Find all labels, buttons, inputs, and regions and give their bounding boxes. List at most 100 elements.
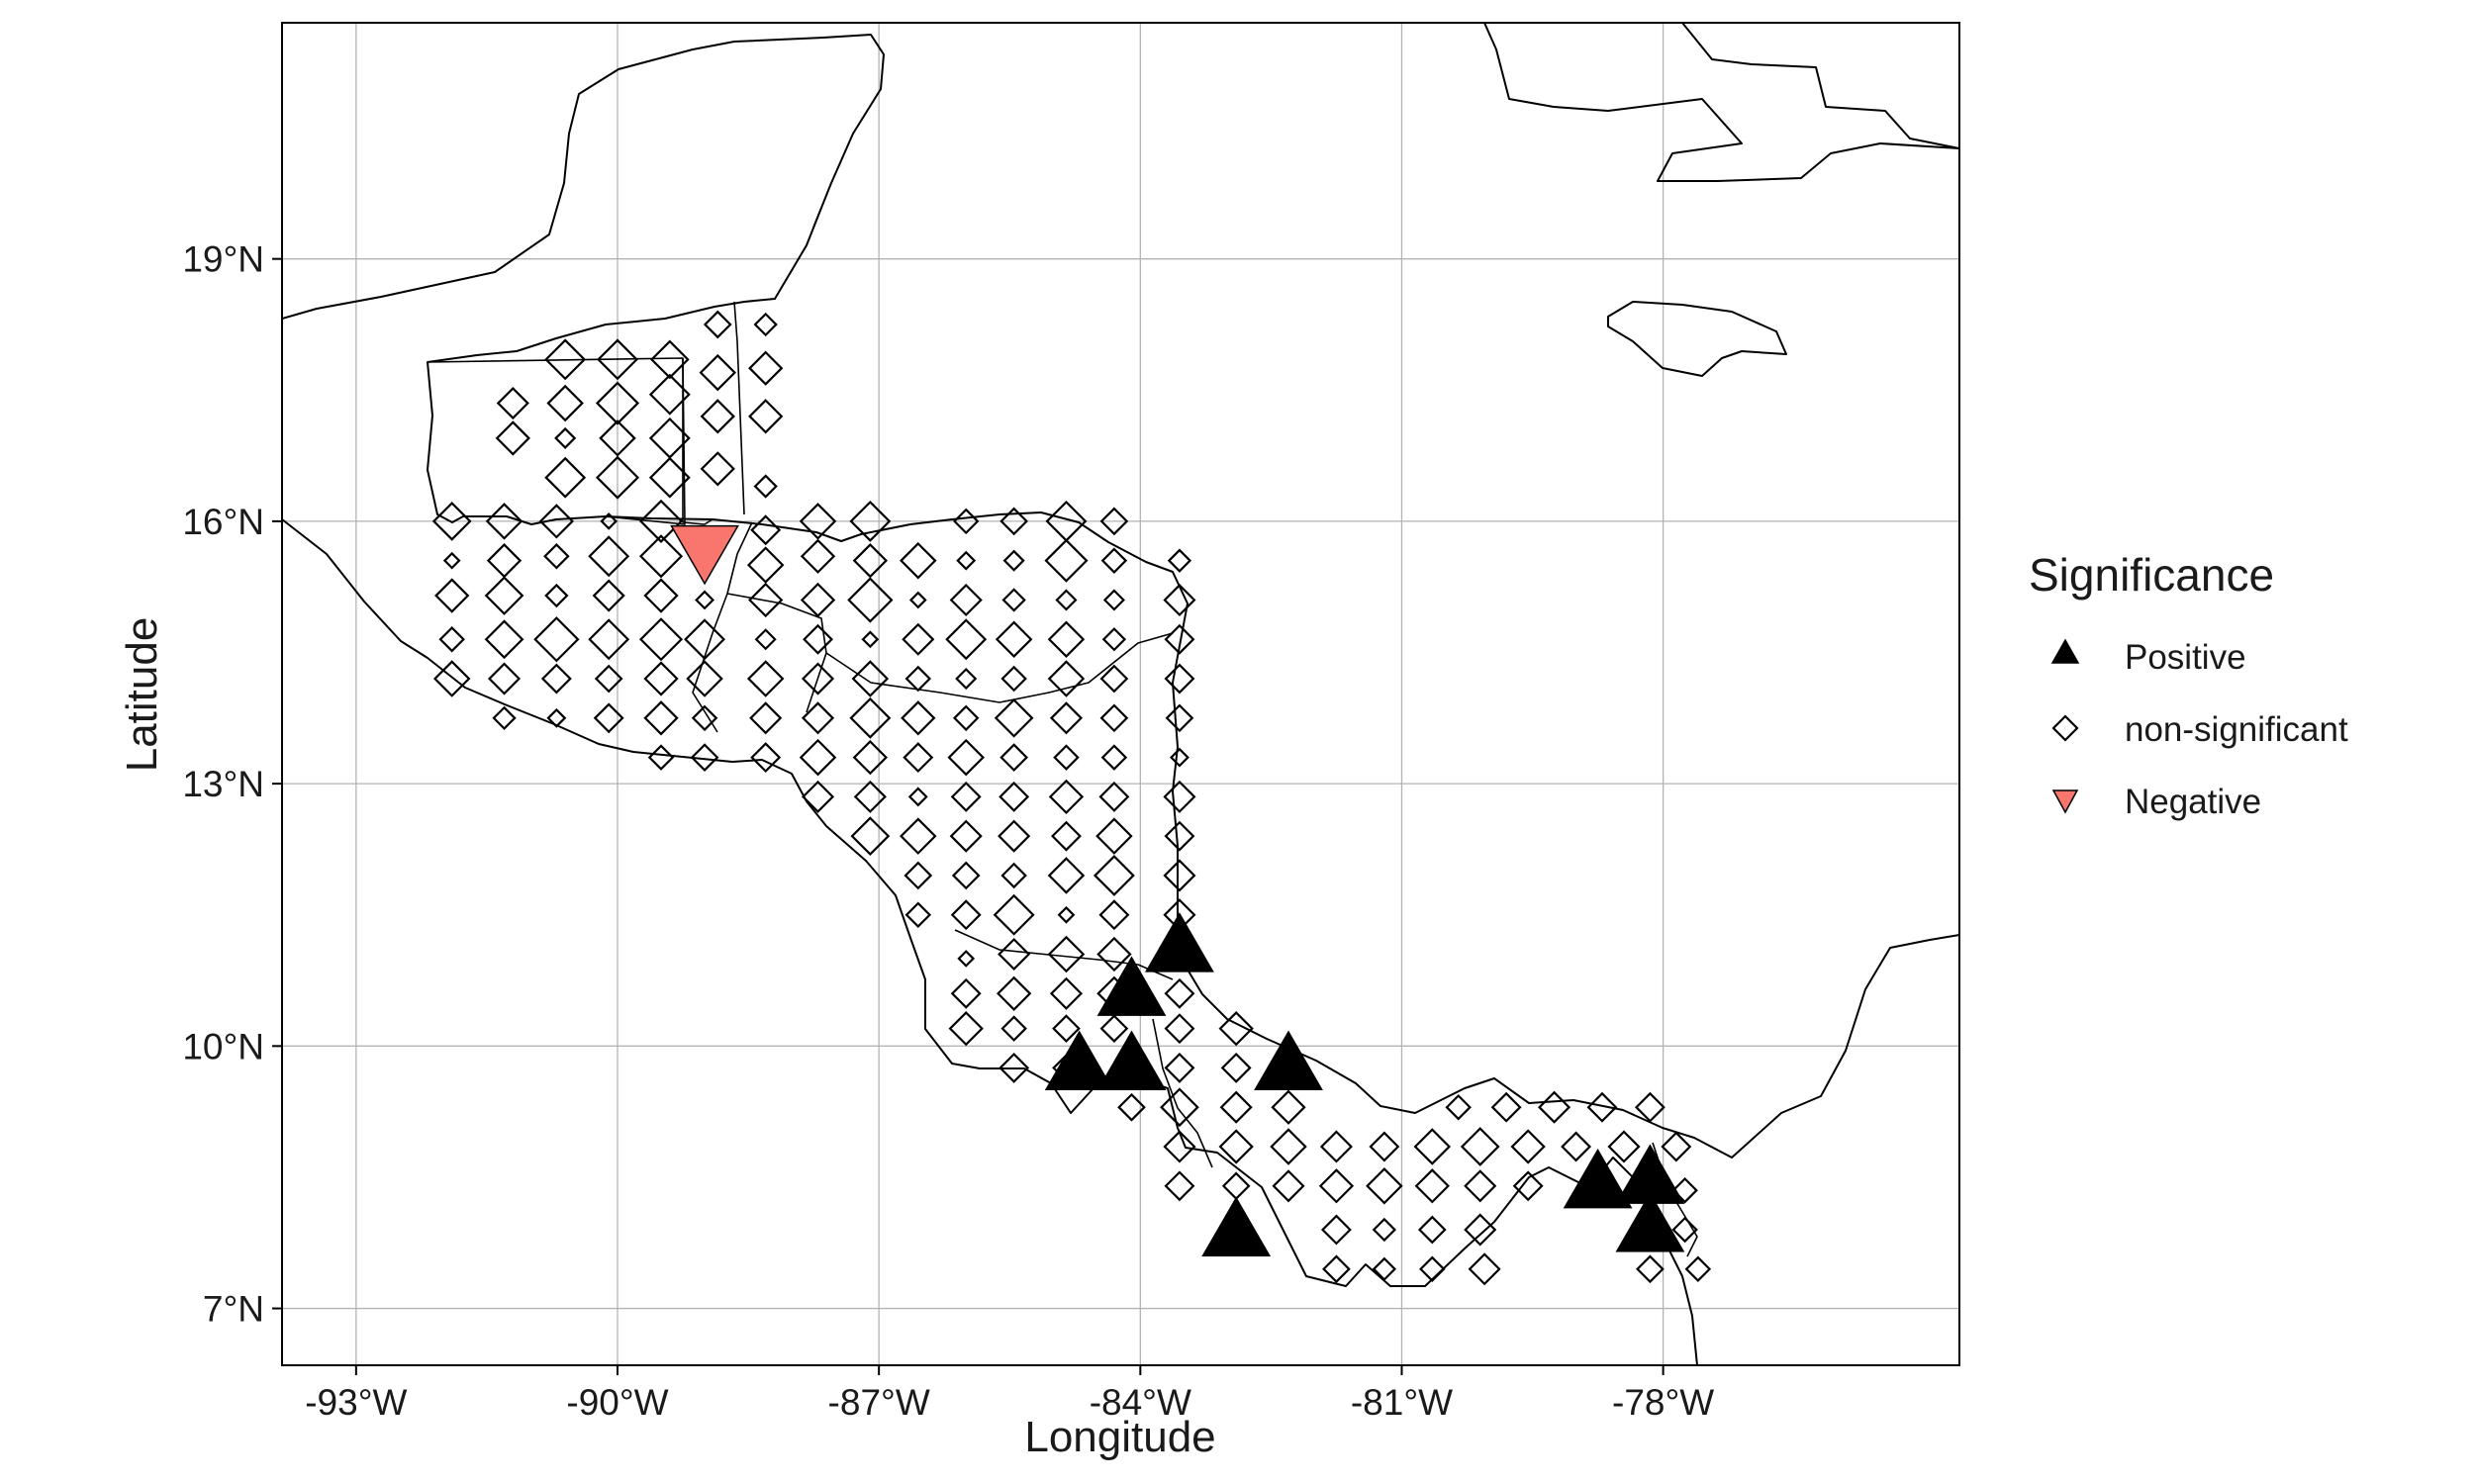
point-non-significant (853, 780, 887, 813)
point-non-significant (487, 662, 522, 696)
point-non-significant (1047, 857, 1086, 894)
x-axis-title: Longitude (1024, 1413, 1215, 1461)
x-tick-label: -78°W (1612, 1382, 1714, 1423)
point-non-significant (700, 399, 735, 434)
point-non-significant (599, 419, 636, 457)
coastline-cuba (1483, 23, 1959, 182)
point-non-significant (1684, 1255, 1712, 1283)
point-non-significant (1164, 1052, 1195, 1083)
point-non-significant (956, 550, 977, 571)
point-non-significant (746, 546, 785, 584)
point-non-significant (700, 451, 735, 487)
point-non-significant (543, 543, 570, 570)
point-non-significant (484, 619, 524, 660)
y-tick-label: 19°N (182, 239, 264, 280)
point-non-significant (1218, 1010, 1254, 1047)
point-non-significant (1057, 905, 1076, 924)
point-non-significant (1372, 1256, 1397, 1281)
point-non-significant (750, 742, 782, 774)
point-non-significant (999, 743, 1028, 772)
border-salvador-honduras (726, 593, 827, 713)
point-non-significant (1468, 1252, 1501, 1286)
point-non-significant (801, 662, 835, 696)
point-non-significant (1098, 781, 1130, 812)
point-non-significant (1419, 1255, 1446, 1283)
point-non-significant (538, 504, 575, 539)
point-non-significant (1099, 664, 1129, 694)
border-nicaragua-costarica (954, 929, 1174, 980)
point-non-significant (950, 977, 982, 1009)
point-non-significant (994, 697, 1034, 738)
point-non-significant (753, 474, 778, 499)
point-non-significant (904, 861, 933, 890)
point-non-significant (648, 373, 691, 416)
point-non-significant (750, 514, 782, 546)
point-positive (1254, 1030, 1323, 1090)
point-non-significant (588, 618, 630, 661)
point-positive (1044, 1030, 1114, 1090)
point-non-significant (1164, 1013, 1195, 1045)
point-non-significant (999, 1052, 1030, 1083)
point-positive (1145, 912, 1214, 973)
point-non-significant (748, 399, 784, 434)
legend-key-negative-triangle-icon (2051, 789, 2079, 814)
point-negative (670, 524, 739, 586)
point-non-significant (1445, 1093, 1472, 1121)
point-non-significant (544, 338, 587, 381)
point-non-significant (1047, 620, 1086, 659)
point-non-significant (695, 590, 715, 610)
y-tick-label: 13°N (182, 764, 264, 804)
point-non-significant (690, 743, 719, 772)
point-non-significant (1000, 665, 1027, 693)
point-positive (1563, 1148, 1633, 1209)
point-non-significant (649, 339, 690, 380)
point-non-significant (495, 420, 530, 456)
point-non-significant (1319, 1130, 1353, 1163)
point-non-significant (496, 387, 529, 420)
point-non-significant (431, 502, 472, 541)
y-axis: 7°N 10°N 13°N 16°N 19°N (182, 239, 282, 1330)
point-non-significant (1002, 549, 1025, 572)
point-non-significant (597, 338, 638, 381)
point-non-significant (1101, 627, 1127, 652)
point-non-significant (1165, 703, 1194, 733)
point-non-significant (1510, 1129, 1546, 1164)
point-non-significant (1372, 1217, 1397, 1243)
point-non-significant (1099, 507, 1129, 536)
border-mexico-guatemala (427, 357, 686, 525)
point-non-significant (950, 781, 982, 812)
point-non-significant (1099, 703, 1129, 733)
point-non-significant (1051, 820, 1082, 852)
point-non-significant (1561, 1131, 1592, 1162)
point-non-significant (533, 616, 580, 663)
point-non-significant (684, 618, 726, 661)
point-non-significant (1102, 589, 1125, 611)
x-tick-label: -93°W (305, 1382, 407, 1423)
point-non-significant (1164, 663, 1195, 695)
border-guatemala-belize (682, 358, 714, 525)
coastline-pacific (282, 518, 1698, 1365)
point-non-significant (595, 381, 640, 425)
point-non-significant (748, 582, 784, 618)
point-non-significant (544, 456, 587, 499)
x-tick-label: -90°W (566, 1382, 668, 1423)
point-non-significant (849, 696, 892, 739)
point-non-significant (1047, 660, 1086, 697)
point-non-significant (1163, 1130, 1196, 1163)
point-non-significant (554, 426, 577, 449)
point-non-significant (546, 384, 584, 422)
plot-panel (282, 23, 1959, 1365)
point-non-significant (1164, 977, 1195, 1009)
point-non-significant (996, 975, 1032, 1011)
y-tick-label: 16°N (182, 502, 264, 542)
point-non-significant (540, 663, 572, 695)
point-non-significant (1049, 701, 1084, 735)
point-non-significant (1001, 588, 1026, 612)
point-non-significant (993, 893, 1035, 936)
point-non-significant (949, 819, 983, 853)
point-non-significant (588, 535, 630, 578)
point-non-significant (749, 701, 783, 735)
legend-label-negative: Negative (2125, 783, 2261, 821)
point-non-significant (950, 899, 982, 931)
legend-key-positive-triangle-icon (2050, 638, 2080, 664)
